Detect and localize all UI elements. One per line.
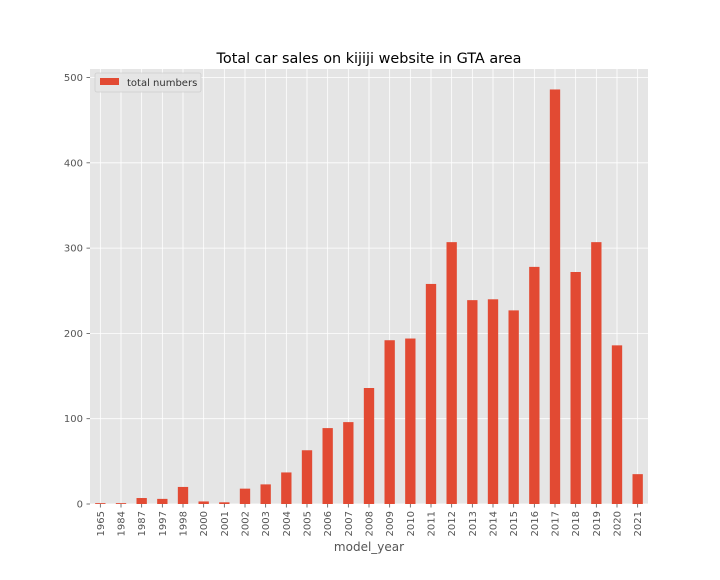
bar-2000 <box>198 501 209 504</box>
bar-2013 <box>467 300 478 504</box>
bar-1987 <box>136 498 147 504</box>
x-tick-label: 2003 <box>261 511 272 536</box>
bar-2015 <box>508 310 519 504</box>
x-tick-label: 1997 <box>158 511 169 536</box>
bar-2016 <box>529 266 540 504</box>
bar-1965 <box>95 503 106 504</box>
bar-2021 <box>632 474 643 504</box>
x-tick-label: 2021 <box>633 511 644 536</box>
x-tick-label: 2000 <box>199 511 210 536</box>
x-tick-label: 2005 <box>303 511 314 536</box>
x-tick-label: 2004 <box>282 511 293 536</box>
x-axis-ticks: 1965 1984 1987 1997 1998 2000 2001 2002 2003 2004… <box>96 504 644 536</box>
legend: total numbers <box>94 72 202 93</box>
bar-2012 <box>446 242 457 504</box>
x-tick-label: 1998 <box>179 511 190 536</box>
y-tick-label: 300 <box>64 244 83 255</box>
bar-2002 <box>239 488 251 504</box>
bar-2008 <box>363 388 375 504</box>
x-tick-label: 2008 <box>365 511 376 536</box>
legend-swatch <box>100 78 119 85</box>
x-tick-label: 2016 <box>530 511 541 536</box>
bar-2018 <box>570 272 581 504</box>
bar-2006 <box>322 428 333 504</box>
bar-2005 <box>301 450 313 504</box>
y-tick-label: 100 <box>64 414 83 425</box>
bar-2014 <box>487 299 499 504</box>
y-tick-label: 500 <box>64 73 83 84</box>
x-tick-label: 1987 <box>137 511 148 536</box>
x-axis-label: model_year <box>334 540 404 554</box>
y-axis-ticks: 0 100 200 300 400 500 <box>64 73 90 511</box>
x-tick-label: 2017 <box>551 511 562 536</box>
y-tick-label: 0 <box>77 500 83 511</box>
x-tick-label: 2013 <box>468 511 479 536</box>
bar-2003 <box>260 484 271 504</box>
bar-2011 <box>425 283 437 504</box>
y-tick-label: 400 <box>64 158 83 169</box>
bar-2004 <box>281 472 292 504</box>
bar-2010 <box>405 338 416 504</box>
legend-box <box>94 72 202 93</box>
x-tick-label: 2014 <box>489 511 500 536</box>
x-tick-label: 2010 <box>406 511 417 536</box>
x-tick-label: 2009 <box>385 511 396 536</box>
x-tick-label: 2019 <box>592 511 603 536</box>
x-tick-label: 2018 <box>571 511 582 536</box>
x-tick-label: 1965 <box>96 511 107 536</box>
x-tick-label: 1984 <box>117 511 128 536</box>
x-tick-label: 2020 <box>613 511 624 536</box>
legend-label: total numbers <box>127 78 197 89</box>
x-tick-label: 2001 <box>220 511 231 536</box>
bar-1998 <box>177 486 189 504</box>
bar-2007 <box>343 422 354 504</box>
x-tick-label: 2012 <box>447 511 458 536</box>
bars <box>95 89 643 505</box>
x-tick-label: 2015 <box>509 511 520 536</box>
x-tick-label: 2011 <box>427 511 438 536</box>
bar-2020 <box>611 345 623 504</box>
bar-2017 <box>549 89 561 505</box>
y-tick-label: 200 <box>64 329 83 340</box>
bar-2001 <box>219 502 230 504</box>
x-tick-label: 2002 <box>241 511 252 536</box>
chart-title: Total car sales on kijiji website in GTA… <box>216 51 522 67</box>
bar-1984 <box>115 503 127 504</box>
x-tick-label: 2007 <box>344 511 355 536</box>
bar-1997 <box>157 498 168 504</box>
bar-2019 <box>591 242 602 504</box>
x-tick-label: 2006 <box>323 511 334 536</box>
bar-2009 <box>384 340 395 504</box>
